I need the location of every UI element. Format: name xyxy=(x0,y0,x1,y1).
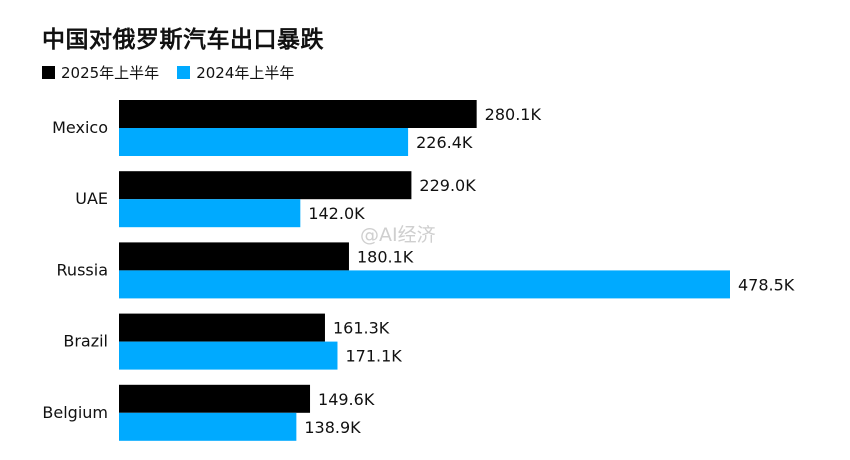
legend-swatch-2025 xyxy=(42,66,55,79)
data-label-belgium-series-0: 149.6K xyxy=(318,390,375,409)
category-label-belgium: Belgium xyxy=(42,403,108,422)
bar-mexico-series-1 xyxy=(119,128,409,156)
bar-uae-series-1 xyxy=(119,199,301,228)
data-label-mexico-series-1: 226.4K xyxy=(416,133,473,152)
legend-label-2025: 2025年上半年 xyxy=(61,64,160,82)
data-label-mexico-series-0: 280.1K xyxy=(485,105,542,124)
bar-russia-series-0 xyxy=(119,242,349,271)
data-label-belgium-series-1: 138.9K xyxy=(304,418,361,437)
data-label-brazil-series-0: 161.3K xyxy=(333,319,390,338)
legend-item-2024: 2024年上半年 xyxy=(177,62,294,83)
data-label-russia-series-1: 478.5K xyxy=(738,275,795,294)
legend-label-2024: 2024年上半年 xyxy=(196,64,295,82)
bar-brazil-series-1 xyxy=(119,341,338,370)
chart-title: 中国对俄罗斯汽车出口暴跌 xyxy=(42,27,324,53)
bar-mexico-series-0 xyxy=(119,100,477,128)
legend-item-2025: 2025年上半年 xyxy=(42,62,159,83)
data-label-brazil-series-1: 171.1K xyxy=(345,347,402,366)
category-label-mexico: Mexico xyxy=(52,118,108,137)
legend-swatch-2024 xyxy=(177,66,191,79)
data-label-uae-series-1: 142.0K xyxy=(308,204,365,223)
bar-brazil-series-0 xyxy=(119,313,325,342)
data-label-russia-series-0: 180.1K xyxy=(357,247,414,266)
bar-belgium-series-0 xyxy=(119,384,311,413)
watermark: @AI经济 xyxy=(360,224,436,246)
data-label-uae-series-0: 229.0K xyxy=(419,176,476,195)
category-label-brazil: Brazil xyxy=(63,332,108,351)
bar-belgium-series-1 xyxy=(119,412,297,441)
category-label-russia: Russia xyxy=(57,260,108,279)
legend: 2025年上半年 2024年上半年 xyxy=(42,62,312,83)
category-label-uae: UAE xyxy=(75,189,108,208)
bar-uae-series-0 xyxy=(119,171,412,200)
bar-russia-series-1 xyxy=(119,270,730,299)
